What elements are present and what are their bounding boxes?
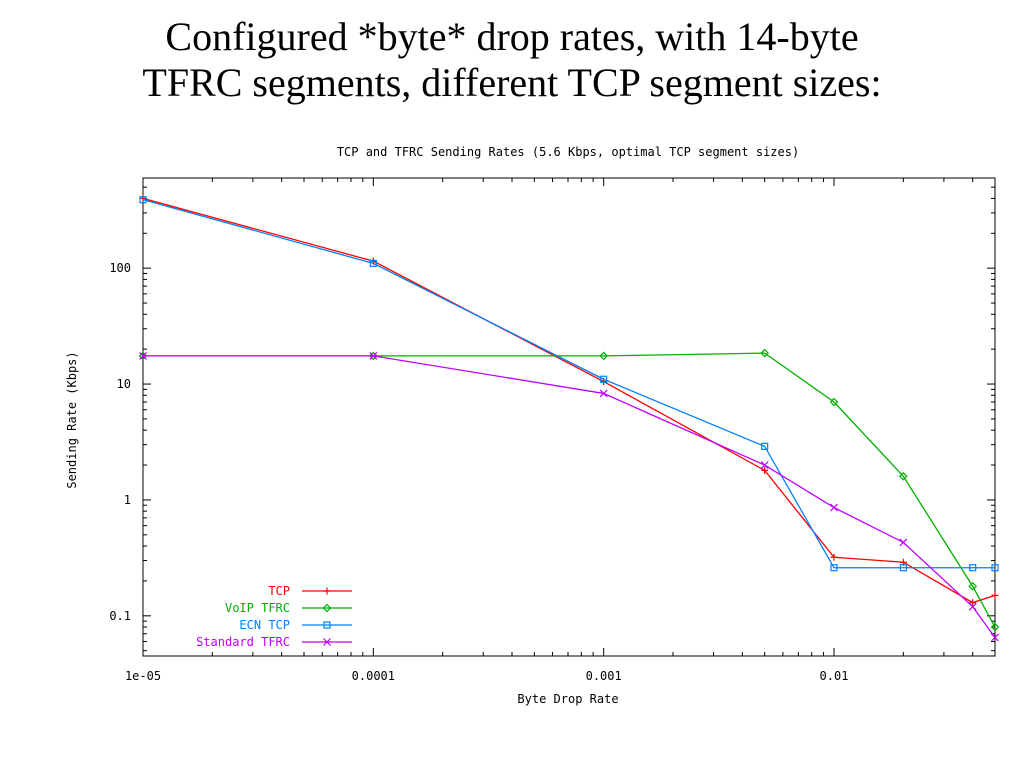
legend-swatch-marker xyxy=(323,638,331,646)
legend-item: VoIP TFRC xyxy=(225,601,352,615)
data-point xyxy=(830,564,838,572)
data-point xyxy=(991,564,999,572)
data-point xyxy=(968,581,978,591)
axis-ticks xyxy=(142,178,995,656)
data-point xyxy=(969,564,977,572)
data-point xyxy=(991,633,999,642)
data-point xyxy=(139,351,147,360)
y-tick-label: 10 xyxy=(117,377,131,391)
x-tick-label: 0.001 xyxy=(586,669,622,683)
series-line xyxy=(142,197,996,604)
data-point xyxy=(898,471,908,481)
data-point xyxy=(368,351,378,361)
data-point xyxy=(760,348,770,358)
data-point xyxy=(369,351,378,360)
legend-label: ECN TCP xyxy=(239,618,290,632)
legend-label: Standard TFRC xyxy=(196,635,290,649)
legend-item: Standard TFRC xyxy=(196,635,352,649)
series-tcp xyxy=(139,194,999,607)
y-tick-label: 100 xyxy=(109,261,131,275)
slide-title-line-1: Configured *byte* drop rates, with 14-by… xyxy=(165,14,859,59)
data-point xyxy=(599,389,608,398)
data-point xyxy=(991,591,999,599)
data-point xyxy=(829,397,839,407)
slide-title-line-2: TFRC segments, different TCP segment siz… xyxy=(142,60,882,105)
data-point xyxy=(968,602,977,611)
series-ecn-tcp xyxy=(139,196,999,572)
series-line xyxy=(143,355,996,638)
data-point xyxy=(761,442,769,450)
data-point xyxy=(138,351,148,361)
x-tick-label: 0.01 xyxy=(820,669,849,683)
x-tick-label: 0.0001 xyxy=(352,669,395,683)
x-tick-label: 1e-05 xyxy=(125,669,161,683)
data-point xyxy=(139,194,147,202)
data-point xyxy=(990,622,1000,632)
data-point xyxy=(139,196,147,204)
data-point xyxy=(969,599,977,607)
data-point xyxy=(599,351,609,361)
legend-swatch-marker xyxy=(323,587,331,595)
plot-frame xyxy=(142,177,996,657)
data-point xyxy=(369,259,377,267)
legend-item: ECN TCP xyxy=(239,618,352,632)
chart-series xyxy=(138,194,1000,642)
data-point xyxy=(600,375,608,383)
legend-item: TCP xyxy=(268,584,352,598)
legend-swatch-marker xyxy=(322,603,332,613)
axis-tick-labels: 1e-05 0.0001 0.001 0.01 0.1 1 10 100 xyxy=(109,261,848,683)
data-point xyxy=(761,466,769,474)
slide-title: Configured *byte* drop rates, with 14-by… xyxy=(0,14,1024,106)
legend-label: VoIP TFRC xyxy=(225,601,290,615)
chart-title: TCP and TFRC Sending Rates (5.6 Kbps, op… xyxy=(337,145,799,159)
series-standard-tfrc xyxy=(139,351,999,642)
y-tick-label: 1 xyxy=(124,493,131,507)
series-line xyxy=(142,199,995,569)
data-point xyxy=(899,564,907,572)
legend-label: TCP xyxy=(268,584,290,598)
x-axis-label: Byte Drop Rate xyxy=(517,692,618,706)
data-point xyxy=(830,553,838,561)
data-point xyxy=(830,503,838,512)
data-point xyxy=(760,461,769,469)
y-tick-label: 0.1 xyxy=(109,609,131,623)
chart-legend: TCP VoIP TFRC ECN TCP Standard TFRC xyxy=(196,584,352,649)
data-point xyxy=(899,538,908,547)
y-axis-label: Sending Rate (Kbps) xyxy=(65,351,79,488)
legend-swatch-marker xyxy=(323,621,331,629)
